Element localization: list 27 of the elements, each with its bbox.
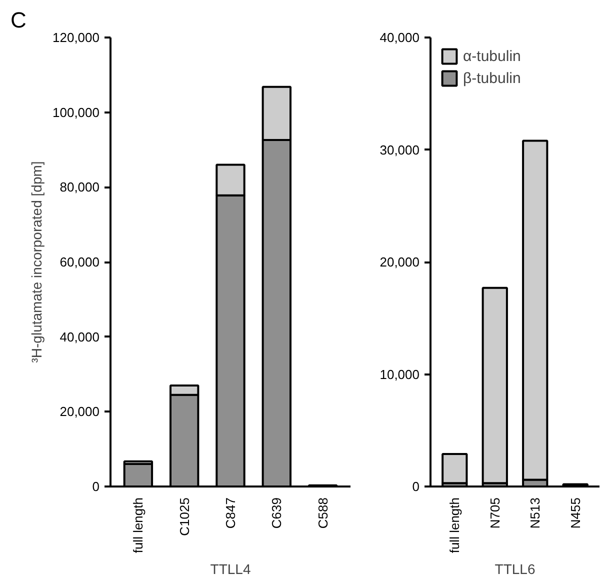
x-tick-label: N705	[487, 498, 502, 529]
y-tick-label: 0	[92, 479, 100, 494]
y-tick-label: 30,000	[380, 142, 420, 158]
y-tick-label: 10,000	[380, 366, 420, 382]
y-axis-title: ³H-glutamate incorporated [dpm]	[28, 161, 45, 363]
y-tick-label: 20,000	[380, 254, 420, 270]
x-tick-label: C847	[223, 498, 238, 529]
y-tick-label: 100,000	[52, 104, 100, 120]
y-tick-label: 60,000	[60, 254, 100, 270]
x-tick-label: N513	[528, 498, 543, 529]
legend-label: α-tubulin	[463, 48, 521, 64]
x-tick-label: C1025	[176, 497, 192, 536]
text: C	[10, 8, 26, 32]
y-tick-label: 120,000	[52, 30, 100, 45]
x-tick-label: C639	[269, 498, 284, 529]
x-axis-title: TTLL4	[210, 561, 251, 578]
x-tick-label: C588	[315, 498, 330, 529]
x-axis-title: TTLL6	[494, 561, 536, 578]
y-tick-label: 40,000	[60, 329, 100, 344]
x-tick-label: full length	[130, 497, 146, 554]
y-tick-label: 40,000	[380, 30, 420, 45]
x-tick-label: full length	[447, 497, 462, 554]
y-tick-label: 80,000	[60, 180, 100, 195]
y-tick-label: 20,000	[60, 404, 100, 420]
legend-label: β-tubulin	[463, 70, 521, 86]
x-tick-label: N455	[568, 498, 583, 529]
y-tick-label: 0	[412, 479, 420, 494]
